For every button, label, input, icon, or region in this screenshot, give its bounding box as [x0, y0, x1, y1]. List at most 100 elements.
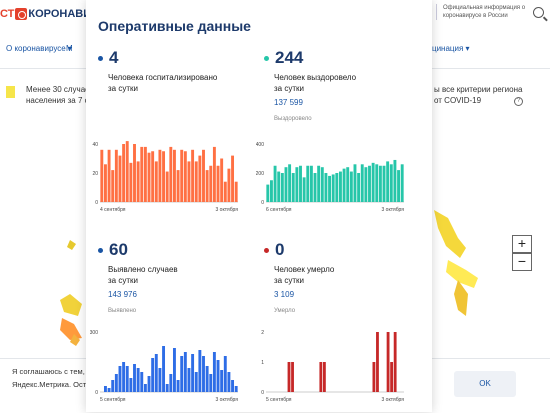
stat-value: 244 — [275, 48, 304, 67]
stat-value: 0 — [275, 240, 285, 259]
chart-bar — [338, 171, 342, 202]
nav-item-vaccination[interactable]: цинация ▾ — [432, 44, 470, 53]
y-tick-label: 40 — [92, 142, 98, 148]
chart-bar — [158, 149, 162, 202]
chart-bar — [288, 164, 292, 202]
site-logo[interactable]: СТ КОРОНАВИ — [0, 6, 91, 22]
chart-bar — [231, 155, 235, 202]
chart-bar — [183, 151, 187, 202]
chart-bar — [328, 175, 332, 202]
chart-bar — [346, 167, 350, 202]
chart-bar — [223, 356, 227, 392]
map-legend: Менее 30 случаев населения за 7 су ы все… — [0, 82, 550, 112]
chart-bar — [390, 362, 394, 392]
chart-bar — [103, 386, 107, 392]
chart-bar — [169, 146, 173, 202]
nav-item-about-label: О коронавирусе — [6, 44, 66, 53]
x-end-label: 3 октября — [216, 207, 239, 213]
stat-value-row: 244 — [264, 48, 303, 68]
stat-value: 4 — [109, 48, 119, 67]
chart-bar — [302, 177, 306, 202]
chart-bar — [165, 384, 169, 392]
chart-bar — [180, 356, 184, 392]
y-tick-label: 300 — [90, 330, 98, 336]
y-tick-label: 0 — [95, 200, 98, 206]
nav-item-about[interactable]: О коронавирусе ▾ — [6, 44, 72, 53]
chart-bar — [364, 167, 368, 202]
y-tick-label: 400 — [256, 142, 264, 148]
chart-bar — [191, 149, 195, 202]
y-tick-label: 2 — [261, 330, 264, 336]
chart-bar — [129, 162, 133, 202]
chart-bar — [198, 155, 202, 202]
chart-bar — [143, 384, 147, 392]
chart-bar — [107, 388, 111, 392]
chart-bar — [322, 362, 326, 392]
chart-bar — [158, 368, 162, 392]
chart-bar — [231, 380, 235, 392]
y-tick-label: 0 — [95, 390, 98, 396]
chart-bar — [342, 168, 346, 202]
chart-bar — [220, 158, 224, 202]
nav-item-m[interactable]: М — [66, 44, 73, 53]
chart-bar — [212, 352, 216, 392]
stat-total-label: Выздоровело — [274, 116, 312, 122]
chart-bar — [122, 144, 126, 202]
chart-bar — [357, 173, 361, 202]
chart-bar — [191, 354, 195, 392]
chart-bar — [295, 167, 299, 202]
chart-bar — [194, 161, 198, 202]
chart-bar — [216, 360, 220, 392]
legend-text-left: Менее 30 случаев населения за 7 су — [26, 84, 94, 106]
chart-bar — [133, 364, 136, 392]
stat-value: 60 — [109, 240, 128, 259]
help-icon[interactable]: ? — [514, 97, 523, 106]
chart-bar — [306, 165, 310, 202]
zoom-out-button[interactable]: − — [512, 253, 532, 271]
chart-bar — [107, 149, 111, 202]
chart-bar — [136, 161, 140, 202]
chart-bar — [169, 374, 173, 392]
legend-left-line1: Менее 30 случаев — [26, 85, 94, 94]
stat-total: 137 599 — [274, 98, 303, 107]
chart-bar — [118, 366, 122, 392]
legend-left-line2: населения за 7 су — [26, 96, 93, 105]
chart-bar — [227, 168, 231, 202]
chart-bar — [212, 146, 216, 202]
chart-bar — [234, 386, 238, 392]
chart-bar — [187, 161, 191, 202]
chart-bar — [154, 161, 158, 202]
chart-bar — [400, 164, 404, 202]
y-tick-label: 0 — [261, 390, 264, 396]
y-tick-label: 1 — [261, 360, 264, 366]
chart-bar — [299, 165, 302, 202]
search-icon[interactable] — [533, 7, 544, 18]
zoom-in-button[interactable]: + — [512, 235, 532, 253]
chart-bar — [202, 356, 205, 392]
cookie-ok-button[interactable]: OK — [454, 371, 516, 397]
chart-bar — [331, 174, 335, 202]
stat-value-row: 4 — [98, 48, 118, 68]
x-end-label: 3 октября — [382, 397, 405, 403]
chart-bar — [114, 149, 118, 202]
chart-bar — [209, 374, 213, 392]
stat-description-line2: за сутки — [274, 84, 304, 93]
cookie-text: Я соглашаюсь с тем, Яндекс.Метрика. Ост — [12, 365, 86, 391]
legend-swatch — [6, 86, 15, 98]
stat-description-line1: Человек выздоровело — [274, 73, 357, 82]
chart-bar — [162, 151, 166, 202]
chart-bar — [393, 159, 397, 202]
chart-bar — [205, 366, 209, 392]
chart-bar — [147, 376, 151, 392]
legend-text-right: ы все критерии региона от COVID-19 — [434, 84, 522, 106]
stat-value-row: 60 — [98, 240, 128, 260]
chart-bar — [209, 165, 213, 202]
chart-bar — [180, 149, 184, 202]
stat-description-line2: за сутки — [274, 276, 304, 285]
legend-right-line2: от COVID-19 — [434, 96, 482, 105]
chart-bar — [372, 362, 376, 392]
stat-total-label: Умерло — [274, 308, 296, 314]
chart-bar — [266, 184, 270, 202]
chart-recovered: 400 200 06 сентября 3 октября — [256, 142, 404, 213]
cookie-line1: Я соглашаюсь с тем, — [12, 367, 85, 376]
